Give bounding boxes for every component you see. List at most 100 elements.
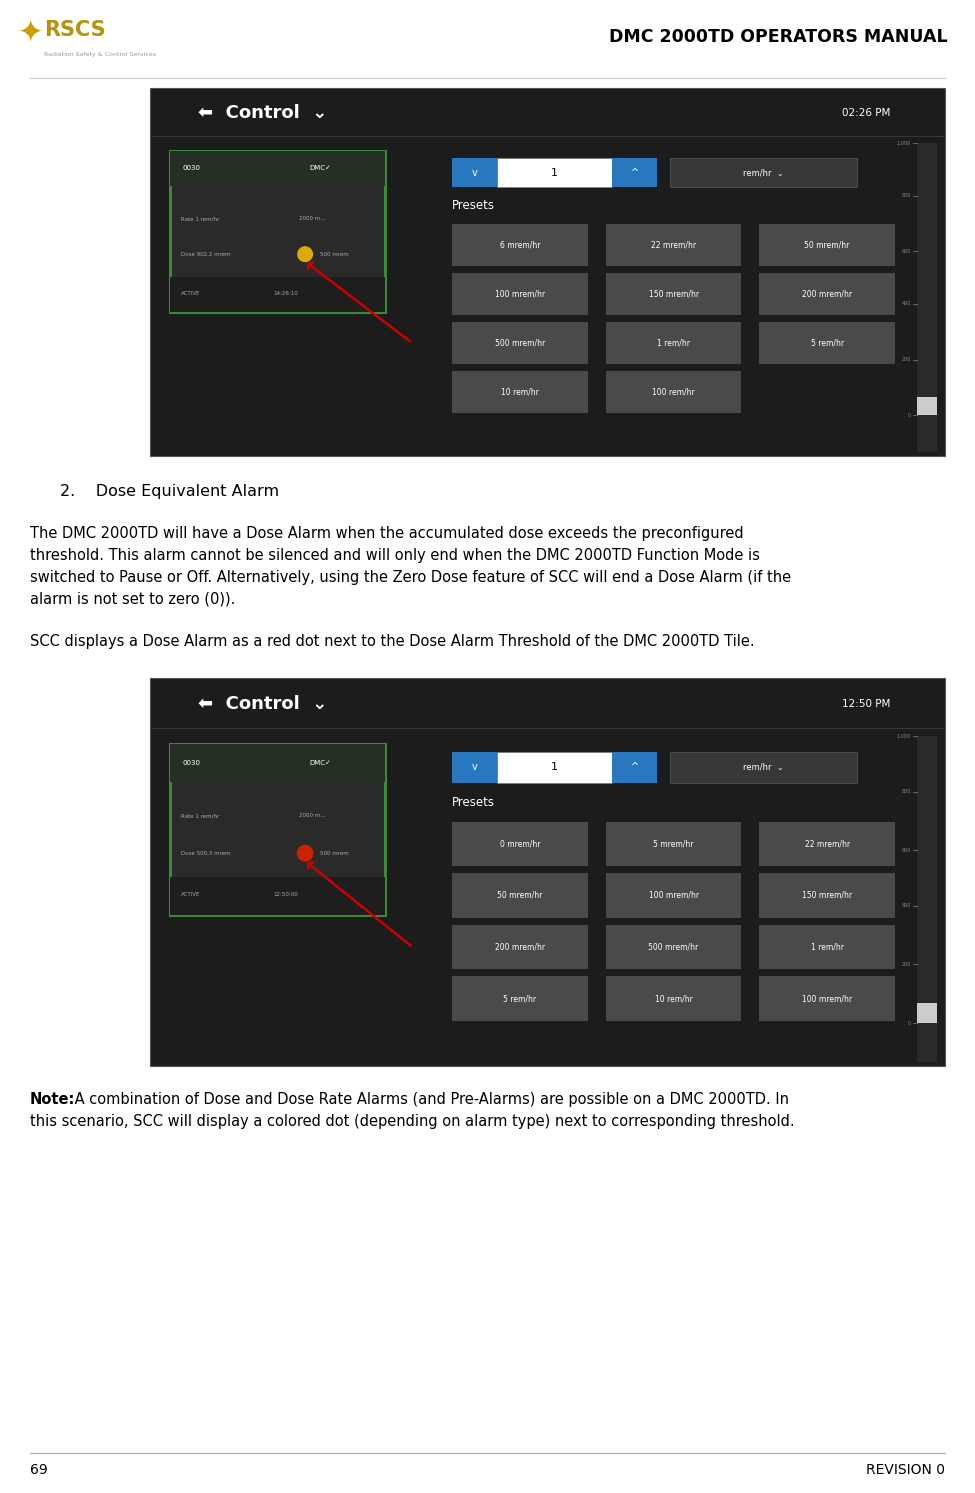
FancyBboxPatch shape <box>605 821 741 866</box>
FancyBboxPatch shape <box>917 397 937 415</box>
Text: DMC✓: DMC✓ <box>309 166 332 172</box>
Text: ^: ^ <box>631 167 639 178</box>
Text: Rate 1 rem/hr: Rate 1 rem/hr <box>180 814 218 818</box>
Circle shape <box>297 246 312 261</box>
Text: 100 rem/hr: 100 rem/hr <box>652 388 695 397</box>
Text: 150 mrem/hr: 150 mrem/hr <box>802 891 852 900</box>
Text: rem/hr  ⌄: rem/hr ⌄ <box>743 763 784 772</box>
FancyBboxPatch shape <box>670 751 857 782</box>
FancyBboxPatch shape <box>150 88 945 455</box>
FancyBboxPatch shape <box>670 158 857 187</box>
Text: ACTIVE: ACTIVE <box>180 291 200 296</box>
Text: 2000 m...: 2000 m... <box>298 814 326 818</box>
Text: 600: 600 <box>902 848 911 853</box>
Text: 500 mrem/hr: 500 mrem/hr <box>495 339 545 348</box>
Text: rem/hr  ⌄: rem/hr ⌄ <box>743 169 784 178</box>
FancyBboxPatch shape <box>170 876 384 915</box>
Text: A combination of Dose and Dose Rate Alarms (and Pre-Alarms) are possible on a DM: A combination of Dose and Dose Rate Alar… <box>70 1091 789 1106</box>
Text: v: v <box>472 763 477 772</box>
FancyBboxPatch shape <box>452 273 588 315</box>
Text: 600: 600 <box>902 249 911 254</box>
Text: 1 rem/hr: 1 rem/hr <box>657 339 690 348</box>
Text: ACTIVE: ACTIVE <box>180 891 200 897</box>
Text: 5 rem/hr: 5 rem/hr <box>503 994 536 1003</box>
FancyBboxPatch shape <box>496 751 612 782</box>
Text: 400: 400 <box>902 903 911 908</box>
Text: 22 mrem/hr: 22 mrem/hr <box>651 240 696 249</box>
Text: 14:26:10: 14:26:10 <box>273 291 297 296</box>
Text: ✦: ✦ <box>18 18 44 46</box>
Text: 5 mrem/hr: 5 mrem/hr <box>653 839 694 848</box>
Text: ⬅  Control  ⌄: ⬅ Control ⌄ <box>198 105 327 122</box>
FancyBboxPatch shape <box>612 158 657 187</box>
FancyBboxPatch shape <box>605 273 741 315</box>
FancyBboxPatch shape <box>605 370 741 414</box>
Text: alarm is not set to zero (0)).: alarm is not set to zero (0)). <box>30 593 235 608</box>
Text: Dose 500.3 mrem: Dose 500.3 mrem <box>180 851 230 855</box>
Text: 400: 400 <box>902 302 911 306</box>
Text: 50 mrem/hr: 50 mrem/hr <box>804 240 850 249</box>
Text: 22 mrem/hr: 22 mrem/hr <box>804 839 850 848</box>
Text: The DMC 2000TD will have a Dose Alarm when the accumulated dose exceeds the prec: The DMC 2000TD will have a Dose Alarm wh… <box>30 526 744 540</box>
Text: REVISION 0: REVISION 0 <box>866 1463 945 1477</box>
FancyBboxPatch shape <box>917 1003 937 1023</box>
FancyBboxPatch shape <box>605 873 741 918</box>
Text: 1: 1 <box>551 763 558 772</box>
FancyBboxPatch shape <box>760 924 895 969</box>
Text: 100 mrem/hr: 100 mrem/hr <box>802 994 852 1003</box>
Text: 5 rem/hr: 5 rem/hr <box>810 339 843 348</box>
FancyBboxPatch shape <box>612 751 657 782</box>
Text: DMC✓: DMC✓ <box>309 760 332 766</box>
Text: 0: 0 <box>908 1021 911 1026</box>
Text: switched to Pause or Off. Alternatively, using the Zero Dose feature of SCC will: switched to Pause or Off. Alternatively,… <box>30 570 791 585</box>
FancyBboxPatch shape <box>452 322 588 364</box>
FancyBboxPatch shape <box>452 976 588 1021</box>
Text: SCC displays a Dose Alarm as a red dot next to the Dose Alarm Threshold of the D: SCC displays a Dose Alarm as a red dot n… <box>30 635 755 649</box>
FancyBboxPatch shape <box>605 224 741 266</box>
FancyBboxPatch shape <box>170 276 384 312</box>
FancyBboxPatch shape <box>917 143 937 452</box>
Text: RSCS: RSCS <box>44 19 105 40</box>
Text: 200: 200 <box>902 357 911 363</box>
Text: 800: 800 <box>902 790 911 794</box>
Text: threshold. This alarm cannot be silenced and will only end when the DMC 2000TD F: threshold. This alarm cannot be silenced… <box>30 548 760 563</box>
FancyBboxPatch shape <box>760 821 895 866</box>
Text: 100 mrem/hr: 100 mrem/hr <box>495 290 545 299</box>
FancyBboxPatch shape <box>760 976 895 1021</box>
FancyBboxPatch shape <box>170 151 384 312</box>
Text: Dose 902.2 mrem: Dose 902.2 mrem <box>180 252 230 257</box>
Text: 0: 0 <box>908 412 911 418</box>
Text: 100 mrem/hr: 100 mrem/hr <box>648 891 699 900</box>
FancyBboxPatch shape <box>452 873 588 918</box>
FancyBboxPatch shape <box>760 873 895 918</box>
FancyBboxPatch shape <box>452 158 496 187</box>
Text: ⬅  Control  ⌄: ⬅ Control ⌄ <box>198 696 327 714</box>
Text: 6 mrem/hr: 6 mrem/hr <box>500 240 540 249</box>
Text: 500 mrem: 500 mrem <box>320 252 349 257</box>
FancyBboxPatch shape <box>605 976 741 1021</box>
FancyBboxPatch shape <box>452 751 496 782</box>
Text: 12:50:00: 12:50:00 <box>273 891 297 897</box>
FancyBboxPatch shape <box>170 744 384 915</box>
Text: 150 mrem/hr: 150 mrem/hr <box>648 290 699 299</box>
FancyBboxPatch shape <box>170 151 384 187</box>
Text: 800: 800 <box>902 193 911 199</box>
FancyBboxPatch shape <box>170 744 384 781</box>
FancyBboxPatch shape <box>496 158 612 187</box>
Text: 0030: 0030 <box>182 760 201 766</box>
FancyBboxPatch shape <box>150 678 945 1066</box>
Text: 1,000: 1,000 <box>897 733 911 739</box>
Text: 500 mrem: 500 mrem <box>320 851 349 855</box>
Text: 2000 m...: 2000 m... <box>298 216 326 221</box>
Text: 1,000: 1,000 <box>897 140 911 146</box>
FancyBboxPatch shape <box>452 821 588 866</box>
Text: 0030: 0030 <box>182 166 201 172</box>
FancyBboxPatch shape <box>452 370 588 414</box>
FancyBboxPatch shape <box>760 322 895 364</box>
FancyBboxPatch shape <box>760 224 895 266</box>
Text: Presets: Presets <box>452 199 495 212</box>
Text: 69: 69 <box>30 1463 48 1477</box>
Text: this scenario, SCC will display a colored dot (depending on alarm type) next to : this scenario, SCC will display a colore… <box>30 1114 795 1129</box>
Text: DMC 2000TD OPERATORS MANUAL: DMC 2000TD OPERATORS MANUAL <box>609 28 948 46</box>
FancyBboxPatch shape <box>760 273 895 315</box>
